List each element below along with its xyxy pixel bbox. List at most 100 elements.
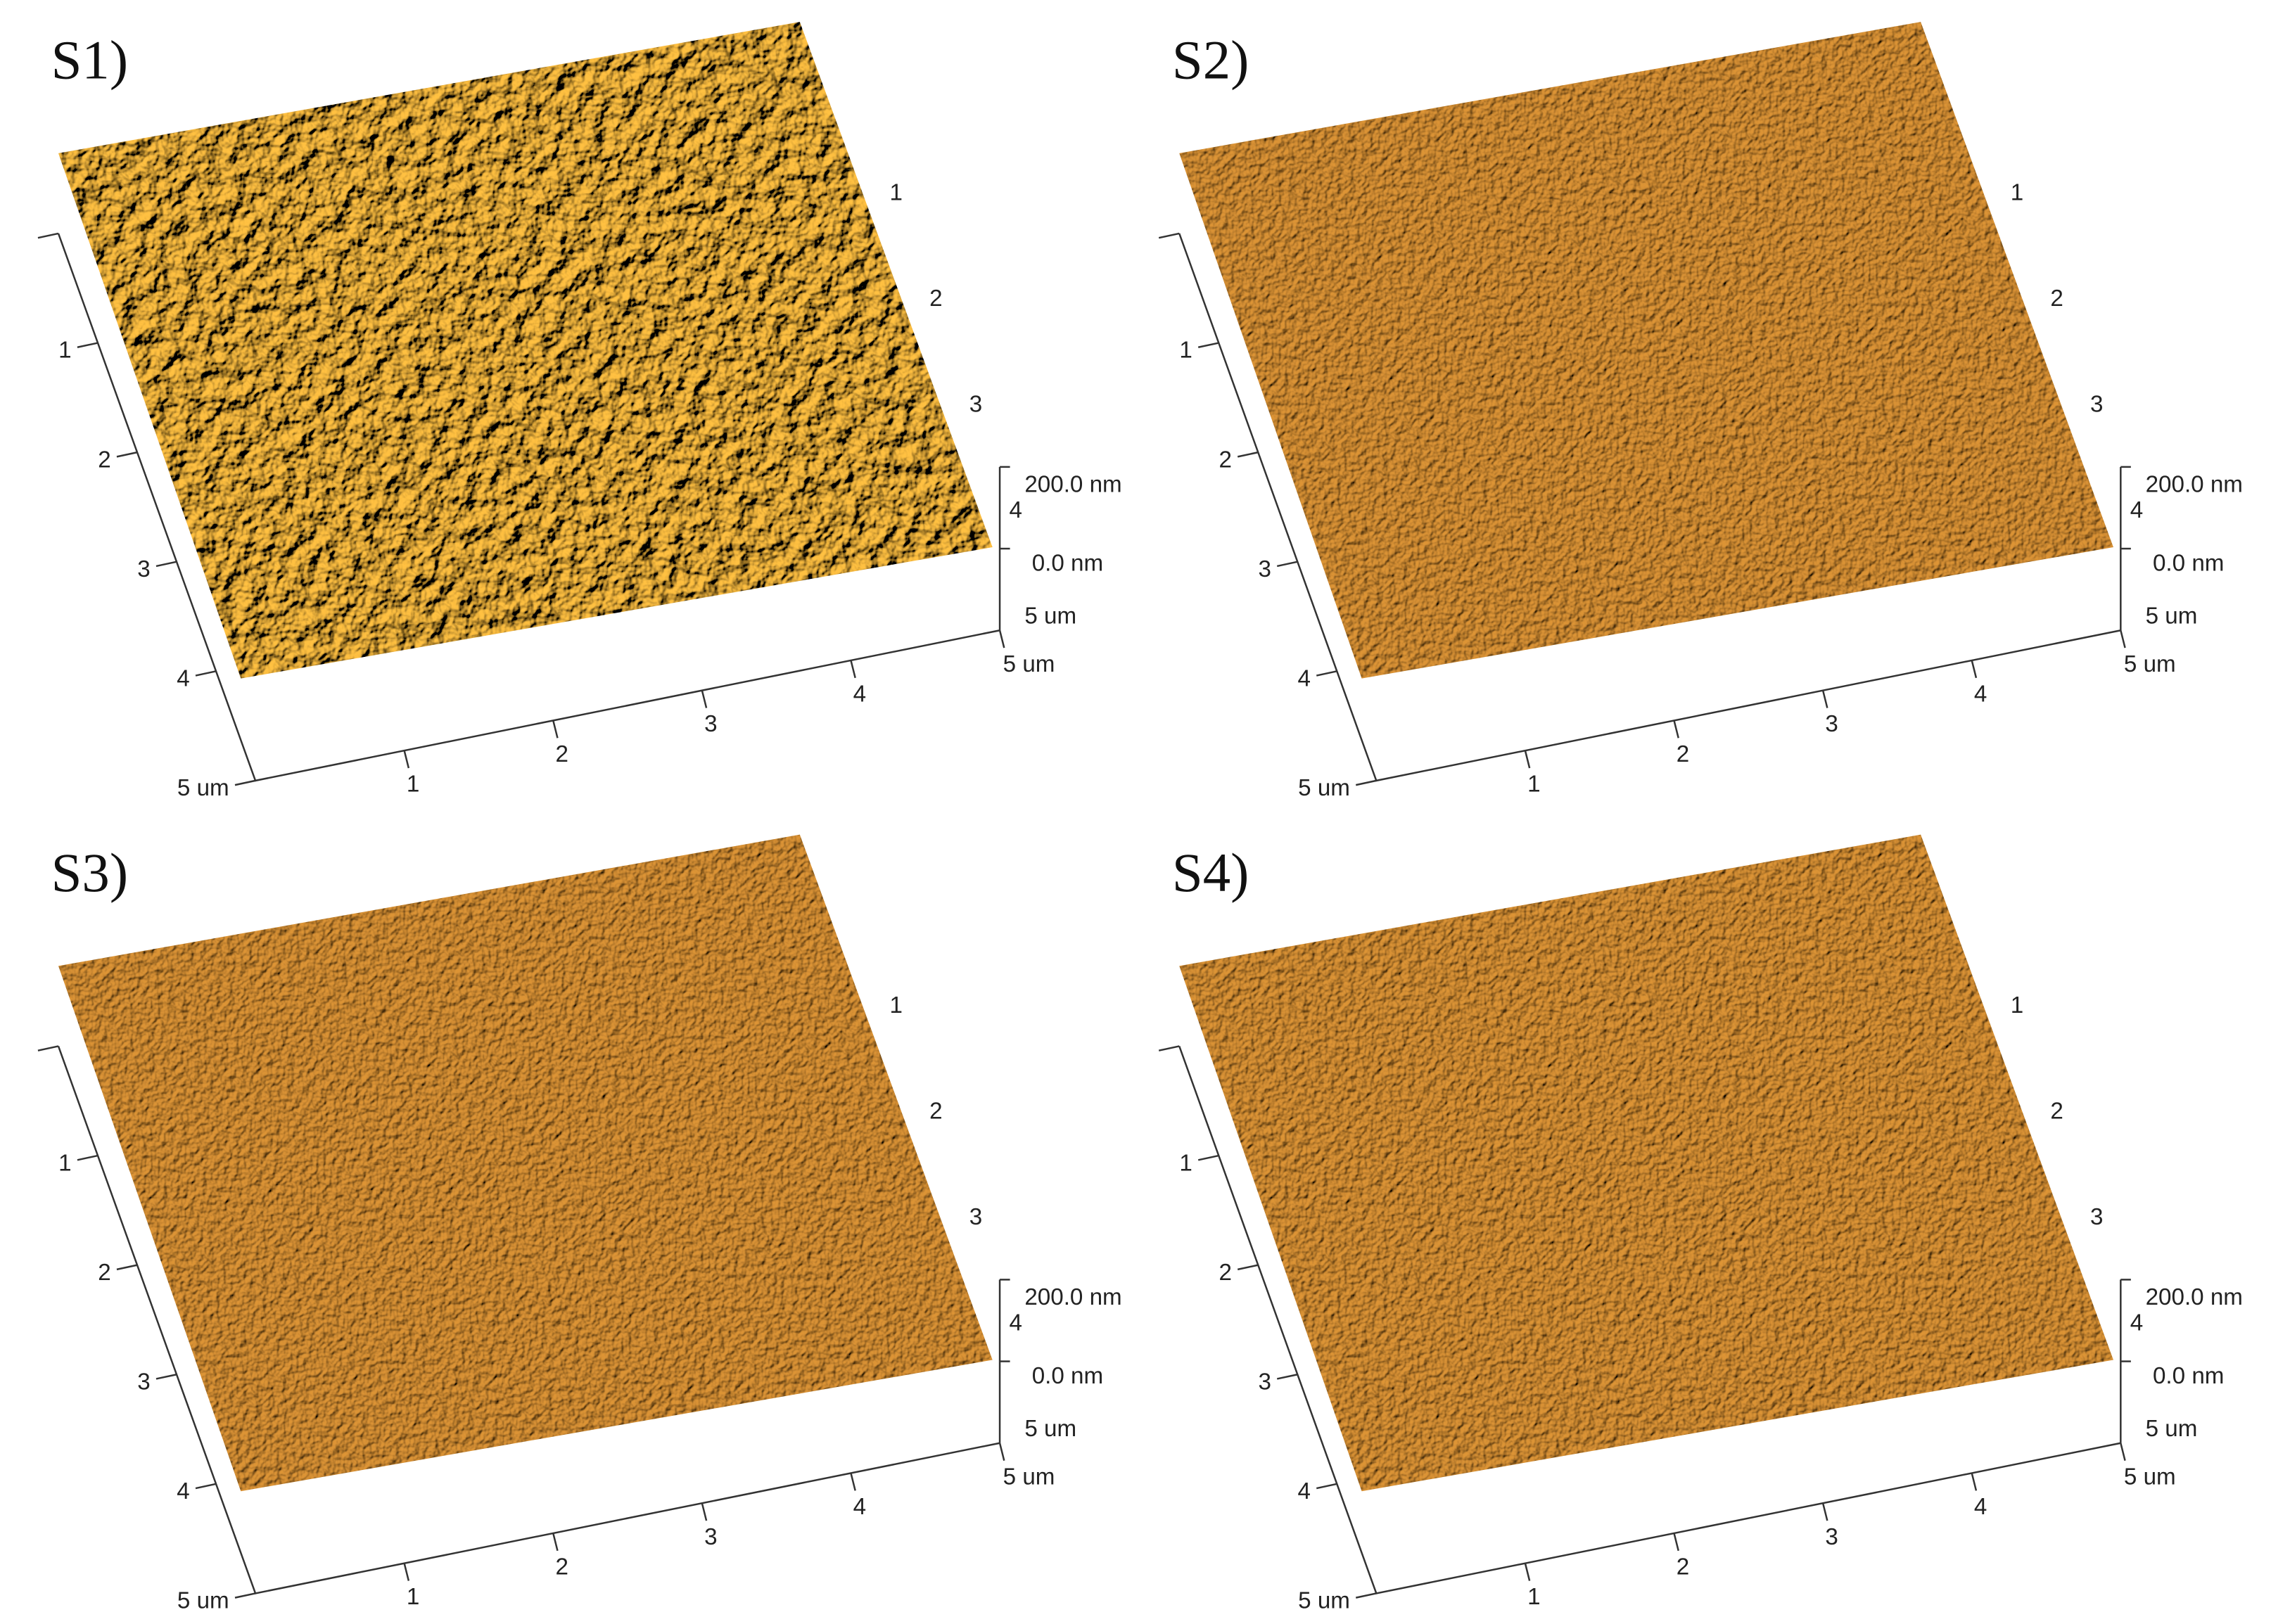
tick (1276, 561, 1298, 568)
left-tick-label: 4 (1297, 1478, 1310, 1504)
panel-label: S3) (51, 843, 129, 904)
tick (155, 561, 177, 568)
bottom-tick-label: 2 (1677, 1554, 1689, 1580)
left-tick-label: 5 um (177, 1588, 229, 1614)
tick (234, 1592, 256, 1599)
tick (1237, 1264, 1259, 1271)
z-tick-label: 200.0 nm (1024, 1284, 1121, 1310)
right-tick-label: 2 (2050, 286, 2063, 312)
tick (552, 1533, 559, 1552)
tick (1971, 660, 1978, 679)
right-tick-label: 2 (929, 1099, 942, 1125)
tick (403, 1563, 410, 1581)
left-tick-label: 2 (98, 1260, 110, 1286)
left-tick-label: 5 um (1298, 775, 1350, 801)
bottom-tick-label: 1 (1527, 1584, 1540, 1610)
left-tick-label: 3 (1258, 1369, 1271, 1395)
tick (1524, 750, 1531, 769)
surface (1179, 834, 2113, 1492)
z-tick-label: 200.0 nm (2146, 1284, 2243, 1310)
panel-label: S1) (51, 30, 129, 91)
right-tick-label: 2 (929, 286, 942, 312)
tick (403, 750, 410, 769)
z-tick-label: 5 um (1024, 1416, 1076, 1442)
tick (1971, 1473, 1978, 1491)
tick (1316, 670, 1337, 677)
tick (37, 1045, 59, 1051)
bottom-tick-label: 5 um (1003, 1464, 1055, 1490)
right-tick-label: 3 (969, 1204, 982, 1230)
bottom-tick-label: 2 (555, 1554, 568, 1580)
tick (1673, 720, 1679, 739)
tick (1197, 342, 1219, 348)
bottom-tick-label: 3 (1825, 1524, 1838, 1550)
bottom-tick-label: 4 (853, 1494, 866, 1520)
bottom-tick-label: 5 um (2124, 1464, 2176, 1490)
tick (1524, 1563, 1531, 1581)
tick (1158, 1045, 1180, 1051)
bottom-tick-label: 4 (1974, 682, 1987, 708)
tick (195, 1483, 217, 1490)
z-tick-label: 0.0 nm (2153, 1363, 2224, 1389)
tick (1821, 1502, 1828, 1521)
tick (155, 1374, 177, 1380)
tick (77, 342, 98, 348)
z-tick-label: 5 um (2146, 1416, 2198, 1442)
left-tick-label: 3 (1258, 556, 1271, 582)
tick (234, 779, 256, 786)
tick (998, 629, 1005, 648)
tick (1158, 232, 1180, 239)
bottom-tick-label: 1 (1527, 772, 1540, 798)
left-tick-label: 4 (177, 666, 189, 692)
tick (77, 1154, 98, 1161)
bottom-tick-label: 1 (407, 772, 419, 798)
left-tick-label: 2 (1219, 447, 1231, 473)
bottom-tick-label: 3 (1825, 711, 1838, 737)
bottom-tick-label: 1 (407, 1584, 419, 1610)
right-tick-label: 4 (2130, 497, 2143, 523)
tick (1316, 1483, 1337, 1490)
tick (850, 660, 856, 679)
tick (1821, 690, 1828, 708)
left-tick-label: 1 (58, 1150, 71, 1176)
tick (116, 451, 138, 458)
left-tick-label: 3 (137, 1369, 150, 1395)
bottom-tick-label: 5 um (1003, 651, 1055, 677)
right-tick-label: 3 (2090, 392, 2103, 418)
z-tick-label: 200.0 nm (2146, 472, 2243, 498)
z-tick-label: 0.0 nm (1032, 551, 1103, 577)
tick (1237, 451, 1259, 458)
left-tick-label: 4 (177, 1478, 189, 1504)
left-tick-label: 5 um (1298, 1588, 1350, 1614)
left-tick-label: 2 (98, 447, 110, 473)
bottom-tick-label: 2 (1677, 741, 1689, 767)
z-tick-label: 200.0 nm (1024, 472, 1121, 498)
tick (1355, 1592, 1377, 1599)
right-tick-label: 3 (2090, 1204, 2103, 1230)
left-tick-label: 5 um (177, 775, 229, 801)
z-tick-label: 0.0 nm (2153, 551, 2224, 577)
right-tick-label: 4 (1009, 1310, 1022, 1336)
surface (1179, 22, 2113, 679)
tick (37, 232, 59, 239)
left-tick-label: 1 (1179, 1150, 1192, 1176)
right-tick-label: 1 (890, 992, 903, 1018)
tick (116, 1264, 138, 1271)
tick (1355, 779, 1377, 786)
tick (1673, 1533, 1679, 1552)
bottom-tick-label: 4 (1974, 1494, 1987, 1520)
tick (1276, 1374, 1298, 1380)
bottom-tick-label: 2 (555, 741, 568, 767)
tick (701, 1502, 708, 1521)
panel-label: S2) (1172, 30, 1249, 91)
surface (58, 834, 993, 1492)
tick (552, 720, 559, 739)
tick (850, 1473, 856, 1491)
z-tick-label: 0.0 nm (1032, 1363, 1103, 1389)
left-tick-label: 1 (1179, 338, 1192, 364)
bottom-tick-label: 5 um (2124, 651, 2176, 677)
